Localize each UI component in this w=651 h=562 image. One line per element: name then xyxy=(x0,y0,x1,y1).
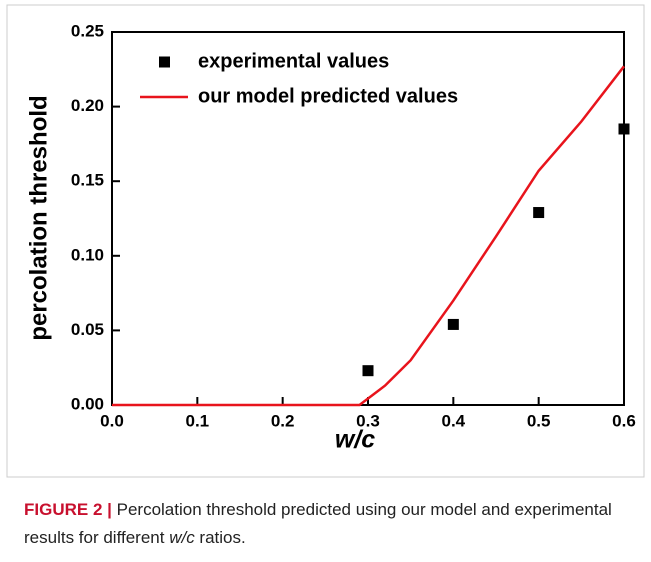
data-point xyxy=(533,207,545,219)
y-axis-label: percolation threshold xyxy=(25,95,52,340)
y-tick-label: 0.00 xyxy=(71,394,104,413)
caption-text: ratios. xyxy=(194,528,246,547)
data-line xyxy=(112,65,625,407)
x-tick-label: 0.3 xyxy=(356,411,380,430)
y-tick-label: 0.05 xyxy=(71,320,104,339)
caption-label: FIGURE 2 | xyxy=(24,500,112,519)
y-tick-label: 0.25 xyxy=(71,21,104,40)
legend-label: our model predicted values xyxy=(198,85,458,107)
x-tick-label: 0.5 xyxy=(527,411,551,430)
x-axis-label: w/c xyxy=(335,426,375,454)
caption-text: Percolation threshold predicted using ou… xyxy=(24,500,612,547)
data-point xyxy=(362,365,374,377)
frame xyxy=(6,4,645,478)
x-tick-label: 0.1 xyxy=(186,411,210,430)
data-point xyxy=(618,123,630,135)
legend-marker xyxy=(159,56,170,68)
x-tick-label: 0.4 xyxy=(442,411,466,430)
data-point xyxy=(447,318,459,330)
x-tick-label: 0.6 xyxy=(612,411,636,430)
caption: FIGURE 2 | Percolation threshold predict… xyxy=(24,496,624,552)
x-tick-label: 0.2 xyxy=(271,411,295,430)
y-tick-label: 0.20 xyxy=(71,96,104,115)
caption-italic: w/c xyxy=(169,528,195,547)
y-tick-label: 0.15 xyxy=(71,171,104,190)
legend-label: experimental values xyxy=(198,50,389,72)
chart: w/c percolation threshold 0.0 0.1 0.2 0.3 0.… xyxy=(6,4,645,478)
x-tick-label: 0.0 xyxy=(100,411,124,430)
y-tick-label: 0.10 xyxy=(71,245,104,264)
